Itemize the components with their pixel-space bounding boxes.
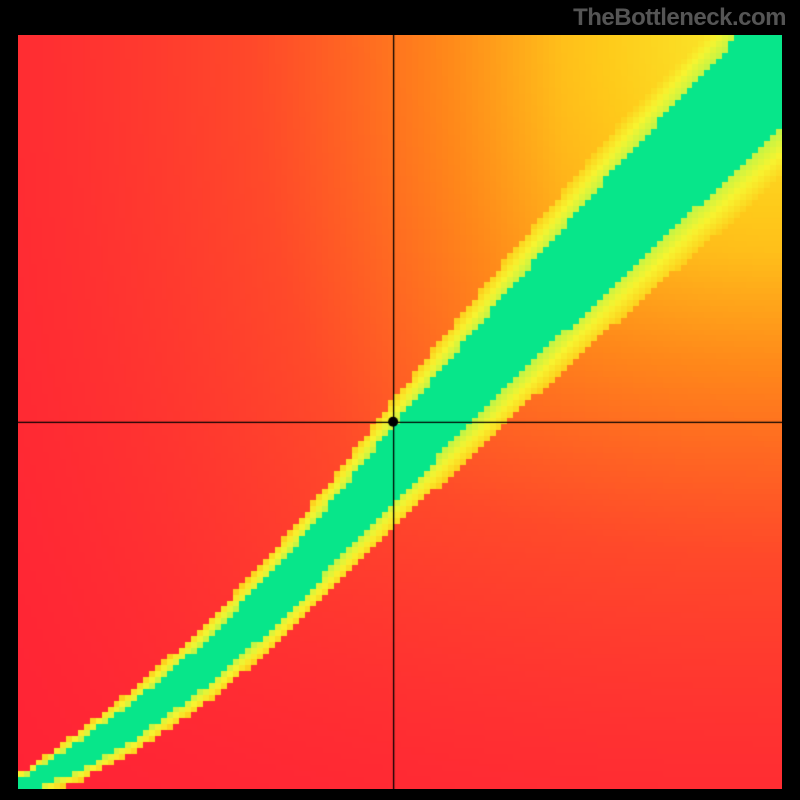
- heatmap-plot: [18, 35, 782, 789]
- watermark: TheBottleneck.com: [573, 4, 786, 32]
